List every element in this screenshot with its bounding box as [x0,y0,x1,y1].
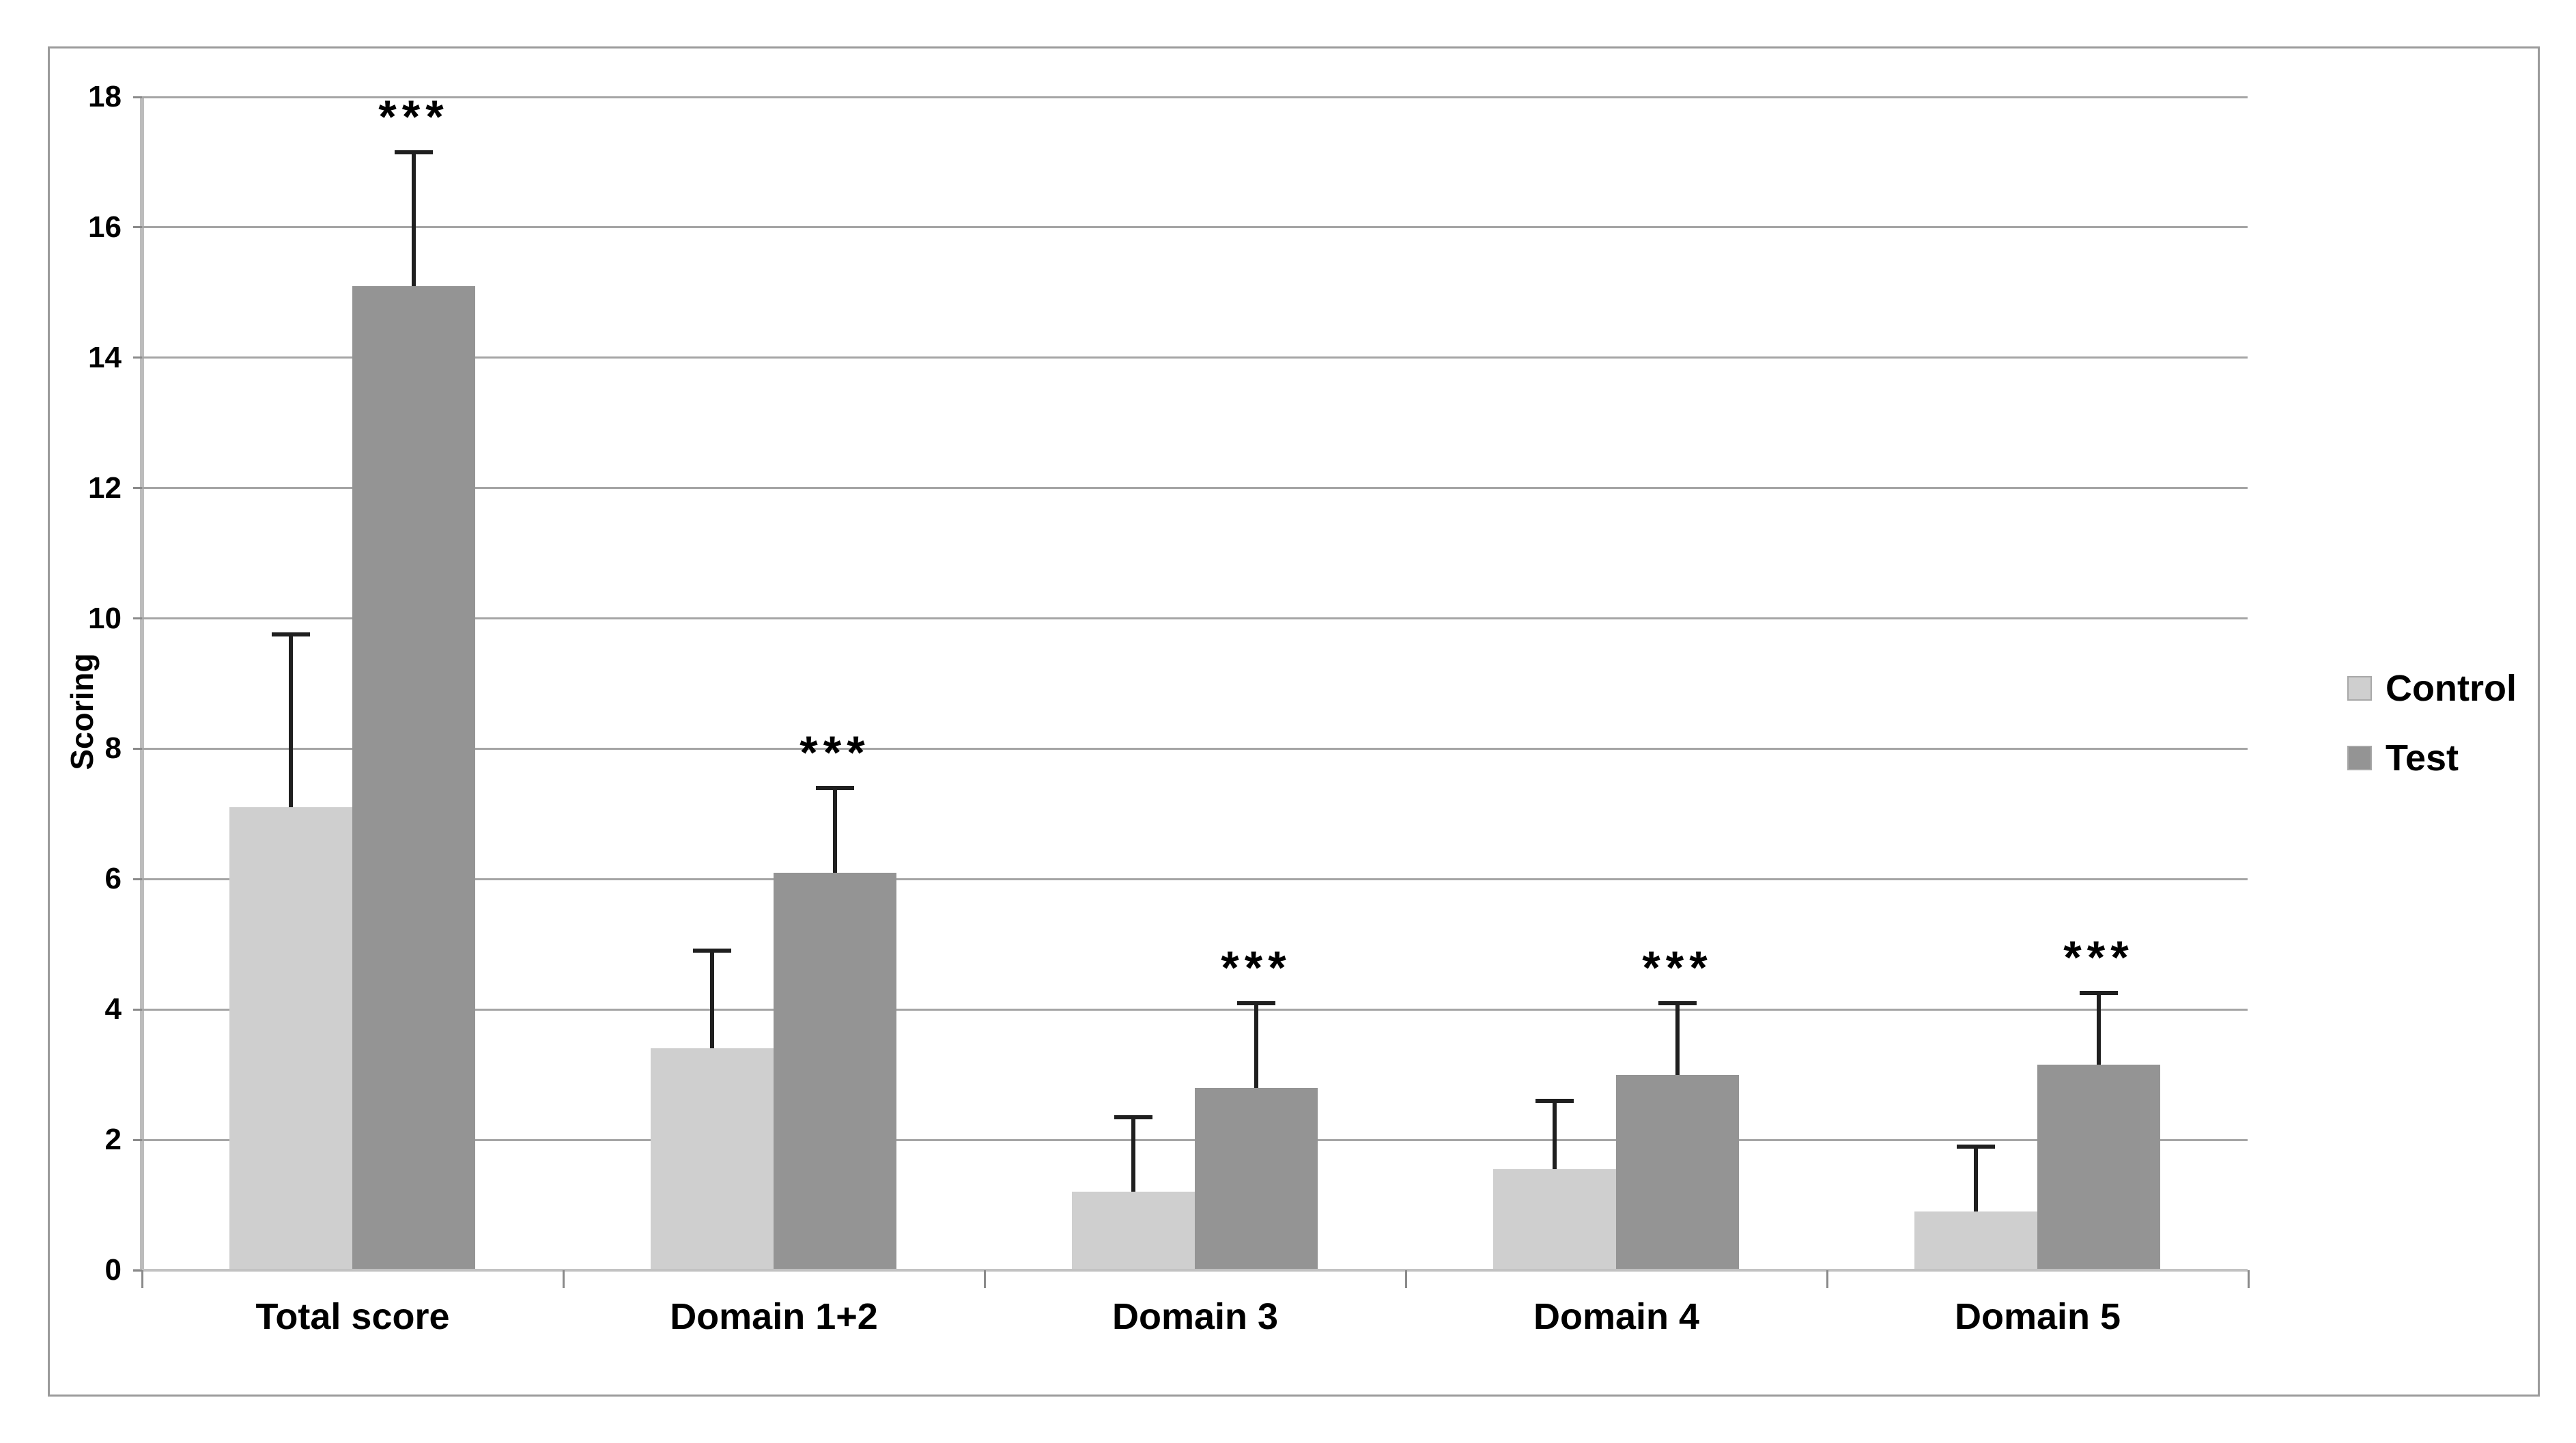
y-tick-label: 18 [88,80,122,113]
y-tick [133,747,142,750]
legend-swatch-test [2347,746,2372,770]
gridline [142,96,2248,98]
bar-control-domain-1-2 [651,1048,774,1270]
error-bar-stem [1553,1100,1557,1170]
bar-test-domain-3 [1195,1087,1318,1270]
bar-control-domain-5 [1914,1211,2037,1270]
error-bar-stem [710,951,714,1049]
y-axis-title: Scoring [64,653,100,770]
y-tick-label: 12 [88,471,122,505]
category-label-domain-1-2: Domain 1+2 [670,1296,878,1337]
legend-label-control: Control [2386,668,2517,709]
legend-swatch-control [2347,676,2372,701]
error-bar-cap [2080,991,2118,996]
error-bar-stem [833,787,837,873]
significance-stars: *** [1221,941,1292,994]
y-tick [133,878,142,880]
y-tick-label: 10 [88,601,122,635]
gridline [142,487,2248,490]
significance-stars: *** [1642,941,1713,994]
y-tick [133,487,142,490]
legend: Control Test [2347,668,2517,779]
error-bar-stem [1254,1003,1258,1088]
x-axis-line [133,1269,2248,1272]
bar-control-domain-3 [1072,1192,1195,1270]
category-label-total-score: Total score [255,1296,450,1337]
y-tick [133,1138,142,1141]
x-tick [562,1270,565,1288]
error-bar-cap [395,150,433,155]
legend-item-control: Control [2347,668,2517,709]
category-label-domain-3: Domain 3 [1112,1296,1279,1337]
category-label-domain-5: Domain 5 [1954,1296,2121,1337]
category-label-domain-4: Domain 4 [1533,1296,1700,1337]
gridline [142,747,2248,750]
error-bar-cap [1114,1115,1152,1119]
error-bar-stem [1131,1117,1135,1192]
y-tick-label: 14 [88,340,122,374]
error-bar-cap [816,785,854,790]
y-tick-label: 6 [104,862,122,896]
gridline [142,617,2248,620]
gridline [142,1008,2248,1011]
error-bar-stem [412,152,416,286]
bar-test-domain-4 [1616,1074,1739,1270]
gridline [142,226,2248,229]
bar-test-domain-5 [2037,1065,2160,1270]
error-bar-cap [272,632,310,637]
y-tick [133,1269,142,1272]
bar-control-domain-4 [1493,1169,1616,1270]
error-bar-stem [289,634,293,808]
bar-test-domain-1-2 [774,872,896,1270]
y-axis-line [140,97,144,1270]
y-tick [133,96,142,98]
y-tick-label: 0 [104,1253,122,1287]
x-tick [141,1270,143,1288]
error-bar-cap [1237,1000,1275,1005]
x-tick [2247,1270,2250,1288]
error-bar-cap [1535,1098,1574,1103]
error-bar-stem [2097,993,2101,1065]
x-tick [1826,1270,1828,1288]
y-tick-label: 2 [104,1123,122,1157]
error-bar-cap [693,949,731,953]
legend-item-test: Test [2347,738,2517,779]
gridline [142,356,2248,359]
significance-stars: *** [378,91,449,143]
legend-label-test: Test [2386,738,2459,779]
error-bar-stem [1974,1146,1978,1212]
significance-stars: *** [2063,931,2134,984]
y-tick-label: 16 [88,210,122,244]
y-tick-label: 4 [104,992,122,1026]
error-bar-cap [1957,1144,1995,1149]
error-bar-stem [1675,1003,1680,1075]
significance-stars: *** [799,726,871,779]
y-tick [133,226,142,229]
y-tick [133,356,142,359]
bar-control-total-score [229,807,352,1270]
error-bar-cap [1658,1000,1697,1005]
x-tick [983,1270,986,1288]
gridline [142,878,2248,880]
bar-test-total-score [352,285,475,1270]
y-tick [133,617,142,620]
y-tick [133,1008,142,1011]
y-tick-label: 8 [104,731,122,766]
x-tick [1404,1270,1407,1288]
